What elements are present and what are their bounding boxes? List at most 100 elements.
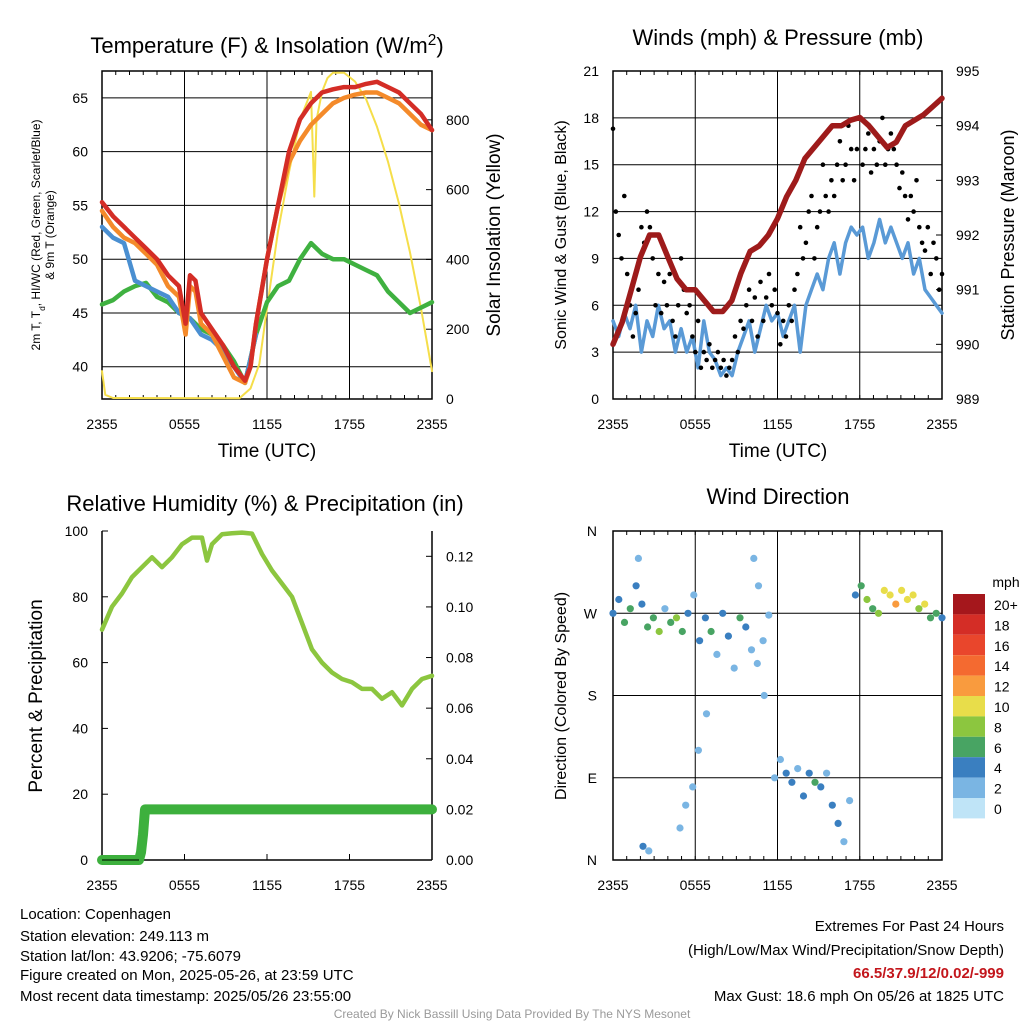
recent-data-text: Most recent data timestamp: 2025/05/26 2… bbox=[20, 988, 352, 1005]
gust-point bbox=[919, 240, 925, 246]
gust-point bbox=[687, 303, 692, 308]
gust-point bbox=[911, 209, 916, 214]
x-tick-label: 2355 bbox=[597, 877, 628, 893]
x-tick-label: 2355 bbox=[926, 416, 957, 432]
y-tick-label: 100 bbox=[65, 523, 89, 539]
direction-point bbox=[742, 623, 750, 631]
direction-point bbox=[639, 842, 647, 850]
legend-swatch bbox=[953, 594, 985, 615]
x-axis-label: Time (UTC) bbox=[729, 441, 828, 462]
gust-point bbox=[670, 318, 675, 324]
gust-point bbox=[738, 318, 743, 324]
direction-point bbox=[696, 637, 704, 645]
y-tick-label: 55 bbox=[72, 197, 88, 213]
direction-point bbox=[690, 591, 698, 599]
created-text: Figure created on Mon, 2025-05-26, at 23… bbox=[20, 967, 354, 984]
legend-label: 4 bbox=[994, 760, 1002, 776]
x-tick-label: 1755 bbox=[844, 877, 875, 893]
gust-point bbox=[633, 310, 638, 316]
direction-point bbox=[701, 614, 710, 622]
gust-point bbox=[636, 287, 641, 293]
gust-point bbox=[650, 256, 655, 261]
direction-point bbox=[886, 591, 894, 599]
gust-point bbox=[831, 193, 837, 199]
legend-label: 20+ bbox=[994, 597, 1018, 613]
gust-point bbox=[653, 303, 658, 308]
gust-point bbox=[817, 209, 823, 214]
latlon-text: Station lat/lon: 43.9206; -75.6079 bbox=[20, 948, 242, 965]
legend-swatch bbox=[953, 675, 985, 696]
chart-title: Relative Humidity (%) & Precipitation (i… bbox=[66, 491, 463, 516]
direction-point bbox=[632, 582, 640, 590]
gust-point bbox=[613, 209, 619, 214]
y-tick-label: 3 bbox=[591, 344, 599, 360]
gust-point bbox=[931, 240, 936, 246]
direction-point bbox=[863, 595, 871, 604]
extremes-title: Extremes For Past 24 Hours bbox=[814, 918, 1004, 935]
gust-point bbox=[758, 279, 763, 285]
gust-point bbox=[809, 193, 814, 199]
gust-point bbox=[673, 334, 678, 339]
gust-point bbox=[619, 256, 624, 261]
gust-point bbox=[724, 373, 729, 378]
legend-label: 12 bbox=[994, 679, 1010, 695]
direction-point bbox=[938, 614, 946, 622]
y2-tick-label: 989 bbox=[956, 391, 980, 407]
y2-tick-label: 992 bbox=[956, 227, 980, 243]
gust-point bbox=[874, 162, 880, 167]
y-axis-label: 2m T, Td, HI/WC (Red, Green, Scarlet/Blu… bbox=[29, 120, 57, 351]
x-tick-label: 2355 bbox=[597, 416, 628, 432]
direction-point bbox=[921, 600, 929, 608]
gust-point bbox=[755, 334, 760, 339]
gust-point bbox=[766, 271, 772, 277]
gust-point bbox=[797, 224, 803, 230]
x-tick-label: 1155 bbox=[762, 877, 792, 893]
direction-point bbox=[846, 797, 854, 805]
gust-point bbox=[658, 310, 664, 316]
direction-point bbox=[828, 801, 836, 809]
wind-panel: Winds (mph) & Pressure (mb) 0 3 6 9 12 15 18 21 9… bbox=[553, 25, 1018, 462]
direction-point bbox=[823, 769, 831, 777]
direction-point bbox=[676, 824, 684, 832]
gust-point bbox=[806, 209, 811, 214]
gust-point bbox=[647, 224, 653, 230]
y-tick-label: S bbox=[588, 688, 597, 704]
direction-point bbox=[776, 755, 785, 764]
y-tick-label: 50 bbox=[72, 251, 88, 267]
gust-point bbox=[908, 193, 914, 199]
y-tick-label: N bbox=[587, 852, 597, 868]
direction-point bbox=[874, 609, 883, 617]
x-tick-label: 0555 bbox=[169, 416, 200, 432]
legend-swatch bbox=[953, 736, 985, 758]
gust-point bbox=[710, 365, 715, 371]
y-tick-label: 80 bbox=[72, 589, 88, 605]
y2-tick-label: 0.06 bbox=[446, 700, 473, 716]
y2-tick-label: 400 bbox=[446, 251, 470, 267]
y2-tick-label: 0.00 bbox=[446, 852, 473, 868]
humidity-line bbox=[99, 530, 435, 708]
gust-point bbox=[630, 334, 636, 339]
gust-point bbox=[684, 310, 689, 316]
legend-label: 14 bbox=[994, 658, 1010, 674]
direction-point bbox=[747, 646, 756, 654]
precipitation-line bbox=[97, 804, 437, 865]
y2-tick-label: 0.08 bbox=[446, 650, 473, 666]
gust-point bbox=[656, 271, 661, 277]
y2-tick-label: 600 bbox=[446, 182, 470, 198]
legend-label: 8 bbox=[994, 719, 1002, 735]
y-tick-label: 60 bbox=[72, 655, 88, 671]
gust-point bbox=[866, 131, 871, 136]
dewpoint-line bbox=[99, 240, 435, 386]
gust-point bbox=[667, 271, 672, 277]
credit-text: Created By Nick Bassill Using Data Provi… bbox=[333, 1007, 691, 1021]
x-tick-label: 1155 bbox=[252, 416, 282, 432]
plot-border bbox=[101, 70, 433, 400]
gust-point bbox=[744, 303, 749, 308]
gust-point bbox=[900, 170, 905, 175]
gust-point bbox=[880, 115, 885, 121]
direction-point bbox=[626, 605, 634, 613]
gust-point bbox=[854, 146, 860, 152]
gust-point bbox=[837, 139, 843, 144]
legend-swatch bbox=[953, 634, 985, 656]
direction-point bbox=[620, 618, 629, 627]
